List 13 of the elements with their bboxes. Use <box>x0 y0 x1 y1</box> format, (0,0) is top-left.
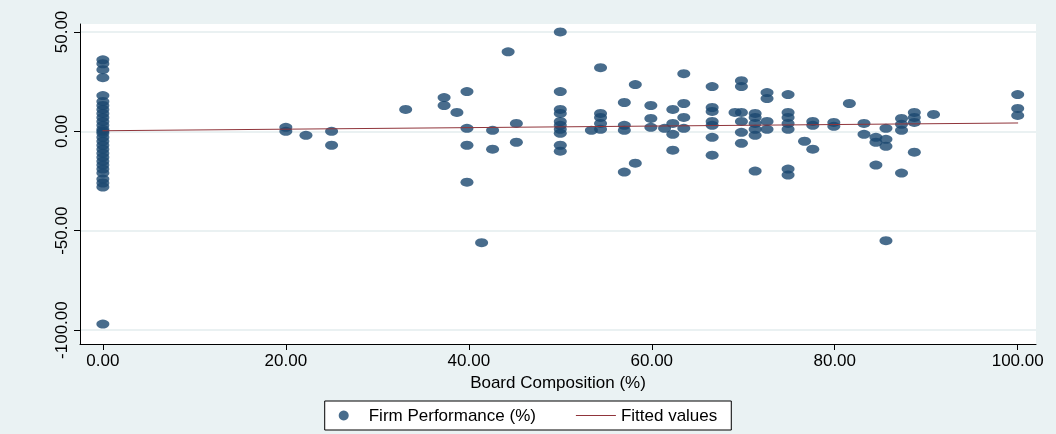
x-tick-label: 40.00 <box>447 351 491 370</box>
y-tick-label: 50.00 <box>52 10 71 54</box>
x-axis-title: Board Composition (%) <box>470 372 646 392</box>
x-tick-label: 0.00 <box>86 351 120 370</box>
y-tick-label: -100.00 <box>52 301 71 359</box>
x-tick-label: 100.00 <box>991 351 1044 370</box>
y-tick-label: -50.00 <box>52 206 71 255</box>
x-tick-label: 60.00 <box>630 351 674 370</box>
x-tick-label: 80.00 <box>813 351 857 370</box>
x-tick-label: 20.00 <box>264 351 308 370</box>
legend-label: Firm Performance (%) <box>368 406 536 425</box>
legend-label: Fitted values <box>620 406 718 425</box>
y-tick-label: 0.00 <box>52 114 71 148</box>
